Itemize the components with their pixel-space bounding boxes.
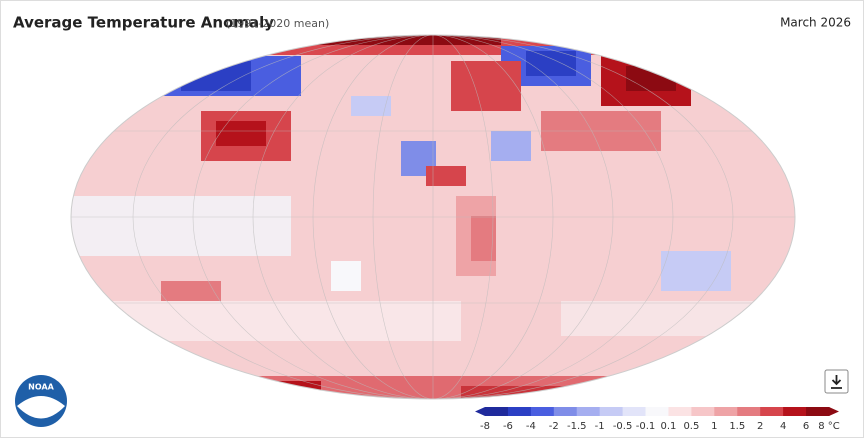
legend-tick-label: 4 bbox=[780, 421, 786, 432]
legend-swatch bbox=[507, 407, 532, 416]
legend-swatch bbox=[645, 407, 669, 416]
legend-tick-label: -2 bbox=[549, 421, 559, 432]
subtitle: (1991-2020 mean) bbox=[226, 17, 329, 30]
legend-tick-label: 2 bbox=[757, 421, 763, 432]
anomaly-map bbox=[71, 35, 795, 399]
legend-swatch bbox=[737, 407, 761, 416]
legend-arrow-high bbox=[829, 407, 839, 416]
legend-swatch bbox=[783, 407, 807, 416]
legend-swatch bbox=[668, 407, 692, 416]
legend-swatch bbox=[760, 407, 784, 416]
legend-tick-label: 1 bbox=[711, 421, 717, 432]
legend-swatch bbox=[553, 407, 578, 416]
legend-tick-label: 1.5 bbox=[729, 421, 745, 432]
legend-tick-label: 0.1 bbox=[661, 421, 677, 432]
legend-tick-label: -0.5 bbox=[613, 421, 633, 432]
legend-swatch bbox=[485, 407, 509, 416]
legend-swatch bbox=[530, 407, 555, 416]
download-button[interactable] bbox=[824, 369, 849, 394]
legend-swatch bbox=[599, 407, 624, 416]
legend-tick-label: -1.5 bbox=[567, 421, 587, 432]
legend: -8 -6 -4 -2 -1.5 -1 -0.5 -0.1 0.1 0.5 1 1.5 2 4 6 8 °C bbox=[475, 407, 840, 432]
logo-text: NOAA bbox=[28, 383, 54, 392]
noaa-logo: NOAA bbox=[15, 375, 67, 427]
legend-tick-label: -8 bbox=[480, 421, 490, 432]
legend-tick-label: -1 bbox=[595, 421, 605, 432]
title: Average Temperature Anomaly bbox=[13, 14, 274, 32]
globe-outline bbox=[70, 34, 796, 400]
legend-tick-label: -0.1 bbox=[636, 421, 656, 432]
legend-swatch bbox=[576, 407, 601, 416]
legend-swatch bbox=[714, 407, 738, 416]
legend-swatch bbox=[622, 407, 647, 416]
legend-tick-label: 0.5 bbox=[683, 421, 699, 432]
legend-tick-label: 6 bbox=[803, 421, 809, 432]
legend-swatch bbox=[806, 407, 830, 416]
legend-swatch bbox=[691, 407, 715, 416]
date: March 2026 bbox=[780, 16, 851, 30]
legend-tick-label: -6 bbox=[503, 421, 513, 432]
legend-tick-label: -4 bbox=[526, 421, 536, 432]
legend-tick-label: 8 °C bbox=[818, 421, 840, 432]
legend-arrow-low bbox=[475, 407, 485, 416]
